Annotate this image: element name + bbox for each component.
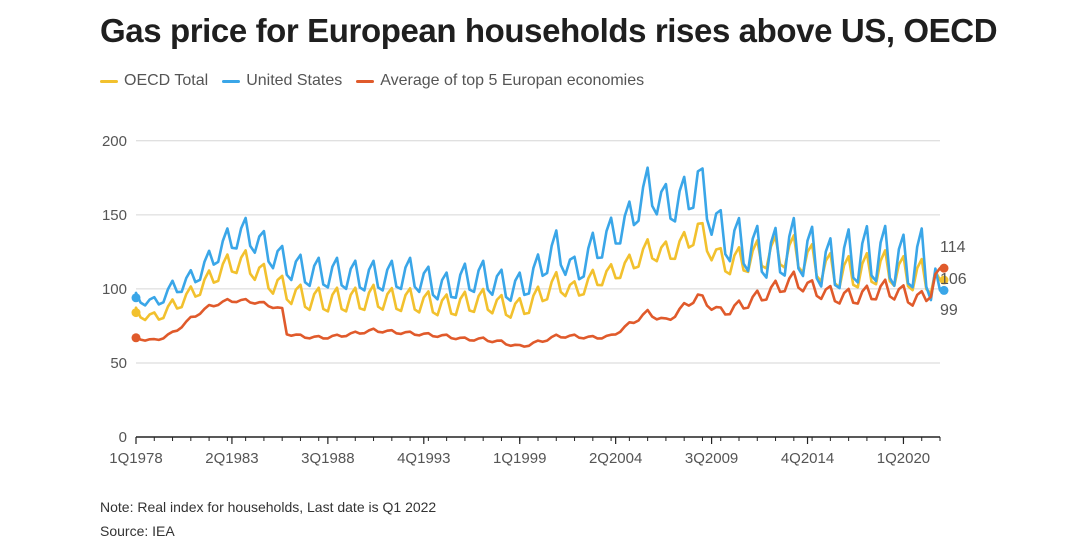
legend-swatch-europe xyxy=(356,79,375,83)
legend-label-us: United States xyxy=(246,72,343,89)
x-axis: 1Q1978 2Q1983 3Q1988 4Q1993 1Q1999 2Q2004 3Q20… xyxy=(109,436,941,467)
end-markers: 114 106 99 xyxy=(131,239,967,343)
x-tick-label: 2Q2004 xyxy=(589,450,642,467)
end-value-label: 114 xyxy=(940,239,966,256)
start-marker-oecd xyxy=(131,308,141,318)
legend-item-europe: Average of top 5 Europan economies xyxy=(356,72,644,90)
end-marker-europe xyxy=(939,263,949,273)
x-tick-label: 1Q1999 xyxy=(493,450,546,467)
end-marker-us xyxy=(939,285,949,295)
legend-swatch-us xyxy=(222,79,241,83)
y-tick-label: 200 xyxy=(102,133,127,150)
legend: OECD Total United States Average of top … xyxy=(100,72,644,90)
x-tick-label: 3Q2009 xyxy=(685,450,738,467)
end-value-label: 106 xyxy=(940,271,967,288)
y-tick-label: 50 xyxy=(110,355,127,372)
chart-note: Note: Real index for households, Last da… xyxy=(100,499,437,515)
series-layer xyxy=(134,166,942,348)
start-marker-us xyxy=(131,293,141,303)
legend-item-oecd: OECD Total xyxy=(100,72,208,90)
y-tick-label: 100 xyxy=(102,281,127,298)
x-tick-label: 4Q2014 xyxy=(781,450,834,467)
series-line-europe xyxy=(134,266,942,348)
x-tick-label: 1Q2020 xyxy=(877,450,930,467)
chart-title: Gas price for European households rises … xyxy=(100,12,998,49)
legend-swatch-oecd xyxy=(100,79,118,83)
end-marker-oecd xyxy=(939,275,949,285)
series-line-oecd xyxy=(134,221,942,322)
x-tick-label: 3Q1988 xyxy=(301,450,354,467)
legend-label-europe: Average of top 5 Europan economies xyxy=(380,72,645,89)
y-tick-label: 0 xyxy=(119,429,127,446)
start-marker-europe xyxy=(131,333,141,343)
end-value-label: 99 xyxy=(940,302,958,319)
x-tick-label: 4Q1993 xyxy=(397,450,450,467)
chart-source: Source: IEA xyxy=(100,523,175,539)
legend-label-oecd: OECD Total xyxy=(124,72,209,89)
x-tick-label: 2Q1983 xyxy=(205,450,258,467)
y-tick-label: 150 xyxy=(102,207,127,224)
legend-item-us: United States xyxy=(222,72,342,90)
series-line-us xyxy=(134,166,942,307)
x-tick-label: 1Q1978 xyxy=(109,450,162,467)
